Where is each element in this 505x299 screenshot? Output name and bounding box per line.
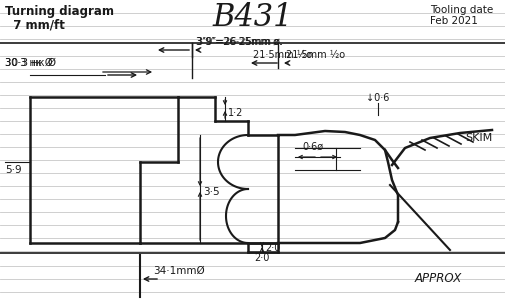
Text: APPROX: APPROX bbox=[414, 272, 462, 286]
Text: 2·0: 2·0 bbox=[254, 253, 269, 263]
Text: B431: B431 bbox=[212, 2, 293, 33]
Text: 21·5mm ½o: 21·5mm ½o bbox=[285, 50, 344, 60]
Text: 5·9: 5·9 bbox=[5, 165, 22, 175]
Text: Feb 2021: Feb 2021 bbox=[429, 16, 477, 26]
Text: 21·5mm ½o: 21·5mm ½o bbox=[252, 50, 312, 60]
Text: 7 mm/ft: 7 mm/ft bbox=[5, 18, 65, 31]
Text: Turning diagram: Turning diagram bbox=[5, 5, 114, 18]
Text: 3’9″=26·25mm ø.: 3’9″=26·25mm ø. bbox=[195, 37, 281, 47]
Text: SKIM: SKIM bbox=[464, 133, 491, 143]
Text: 3·5: 3·5 bbox=[203, 187, 219, 197]
Text: 34·1mmØ: 34·1mmØ bbox=[153, 266, 205, 276]
Text: 2·0: 2·0 bbox=[265, 243, 280, 253]
Text: ↓0·6: ↓0·6 bbox=[366, 93, 389, 103]
Text: 3’9″=26·25mm ø.: 3’9″=26·25mm ø. bbox=[196, 37, 282, 47]
Text: 30·3 нк Ø: 30·3 нк Ø bbox=[5, 58, 53, 68]
Text: 30·3 нк Ø: 30·3 нк Ø bbox=[5, 58, 56, 68]
Text: 1·2: 1·2 bbox=[228, 108, 243, 118]
Text: 0·6ø: 0·6ø bbox=[302, 142, 323, 152]
Text: Tooling date: Tooling date bbox=[429, 5, 492, 15]
